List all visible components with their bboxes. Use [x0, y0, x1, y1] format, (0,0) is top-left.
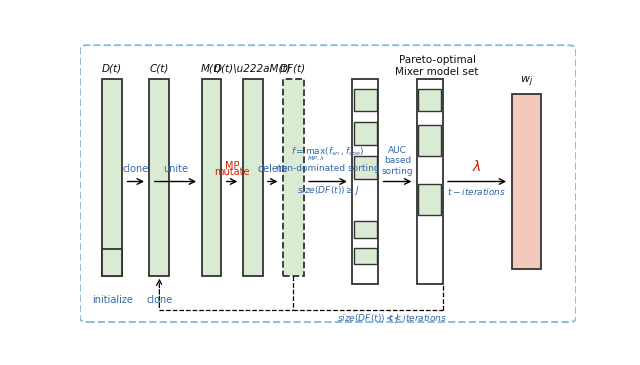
Text: clone: clone — [123, 165, 149, 174]
Text: Pareto-optimal
Mixer model set: Pareto-optimal Mixer model set — [396, 55, 479, 77]
Text: initialize: initialize — [92, 295, 132, 304]
Bar — [417, 79, 443, 284]
Text: MP: MP — [225, 161, 239, 171]
Bar — [102, 249, 122, 276]
Bar — [354, 247, 376, 264]
Text: M(t): M(t) — [201, 64, 222, 74]
Text: AUC
based
sorting: AUC based sorting — [381, 146, 413, 176]
Bar — [354, 89, 376, 111]
Text: DF(t): DF(t) — [280, 64, 307, 74]
Bar — [352, 79, 378, 284]
Bar — [419, 125, 441, 156]
Text: D(t): D(t) — [102, 64, 122, 74]
Bar — [150, 79, 169, 276]
Bar — [354, 221, 376, 238]
Text: $t < iterations$: $t < iterations$ — [388, 312, 447, 323]
Text: $size(DF(t)) \geq J$: $size(DF(t)) \geq J$ — [297, 184, 359, 197]
Bar — [243, 79, 262, 276]
Text: non-dominated sorting: non-dominated sorting — [276, 164, 380, 173]
Text: clone: clone — [146, 295, 173, 304]
Bar — [202, 79, 221, 276]
Text: $f = \max_{MP,\lambda}(f_{sn}, f_{spe})$: $f = \max_{MP,\lambda}(f_{sn}, f_{spe})$ — [291, 146, 365, 163]
Text: delete: delete — [257, 165, 288, 174]
Text: $size(DF(t)) < J$: $size(DF(t)) < J$ — [337, 312, 399, 326]
Text: $t - iterations$: $t - iterations$ — [447, 186, 507, 197]
Bar — [283, 79, 304, 276]
Bar — [511, 95, 541, 269]
Text: mutate: mutate — [214, 167, 250, 177]
Text: $w_j$: $w_j$ — [520, 75, 533, 89]
Text: C(t): C(t) — [150, 64, 169, 74]
Text: unite: unite — [163, 165, 188, 174]
Bar — [419, 184, 441, 215]
Text: $\lambda$: $\lambda$ — [472, 160, 482, 174]
Bar — [419, 89, 441, 111]
Bar — [354, 123, 376, 145]
Text: D(t)\u222aM(t): D(t)\u222aM(t) — [214, 64, 291, 74]
Bar — [102, 79, 122, 276]
Bar — [354, 156, 376, 179]
